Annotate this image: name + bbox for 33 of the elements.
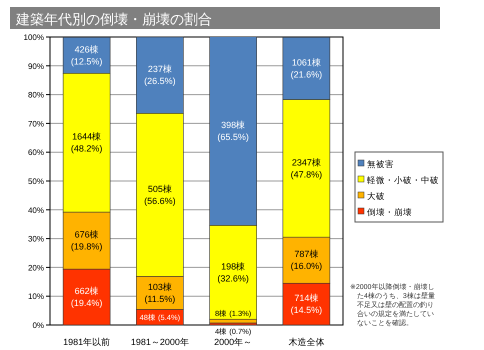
y-tick-label: 80% xyxy=(28,90,44,100)
data-label: 398棟 (65.5%) xyxy=(217,120,249,142)
data-label: 426棟 (12.5%) xyxy=(70,44,102,66)
x-tick-label: 2000年～ xyxy=(214,337,252,347)
data-label: 662棟 (19.4%) xyxy=(70,286,102,308)
y-tick-label: 100% xyxy=(24,33,44,42)
legend-label: 軽微・小破・中破 xyxy=(367,175,439,185)
x-tick-label: 1981年以前 xyxy=(63,337,110,347)
y-tick-label: 70% xyxy=(28,119,44,128)
y-tick-label: 30% xyxy=(28,234,44,244)
legend-label: 倒壊・崩壊 xyxy=(367,207,412,217)
y-tick-label: 10% xyxy=(28,292,44,302)
y-tick-label: 0% xyxy=(32,321,44,330)
data-label: 787棟 (16.0%) xyxy=(290,249,322,272)
y-tick-label: 40% xyxy=(28,206,44,215)
data-label: 505棟 (56.6%) xyxy=(144,184,176,206)
data-label: 1644棟 (48.2%) xyxy=(70,132,102,154)
data-label: 103棟 (11.5%) xyxy=(144,282,176,304)
y-tick-label: 50% xyxy=(28,177,44,186)
legend-label: 無被害 xyxy=(367,159,394,169)
x-tick-label: 1981～2000年 xyxy=(130,337,189,347)
data-label: 2347棟 (47.8%) xyxy=(290,157,322,180)
data-label: 676棟 (19.8%) xyxy=(70,230,102,252)
y-tick-label: 20% xyxy=(28,263,44,272)
data-label: 198棟 (32.6%) xyxy=(217,261,249,284)
y-tick-label: 90% xyxy=(28,62,44,71)
data-label: 714棟 (14.5%) xyxy=(290,293,322,316)
data-label: 237棟 (26.5%) xyxy=(144,64,176,86)
legend-label: 大破 xyxy=(367,191,385,201)
chart-title: 建築年代別の倒壊・崩壊の割合 xyxy=(15,11,212,27)
data-label: 1061棟 (21.6%) xyxy=(290,57,322,80)
x-tick-label: 木造全体 xyxy=(288,337,324,347)
y-tick-label: 60% xyxy=(28,148,44,158)
